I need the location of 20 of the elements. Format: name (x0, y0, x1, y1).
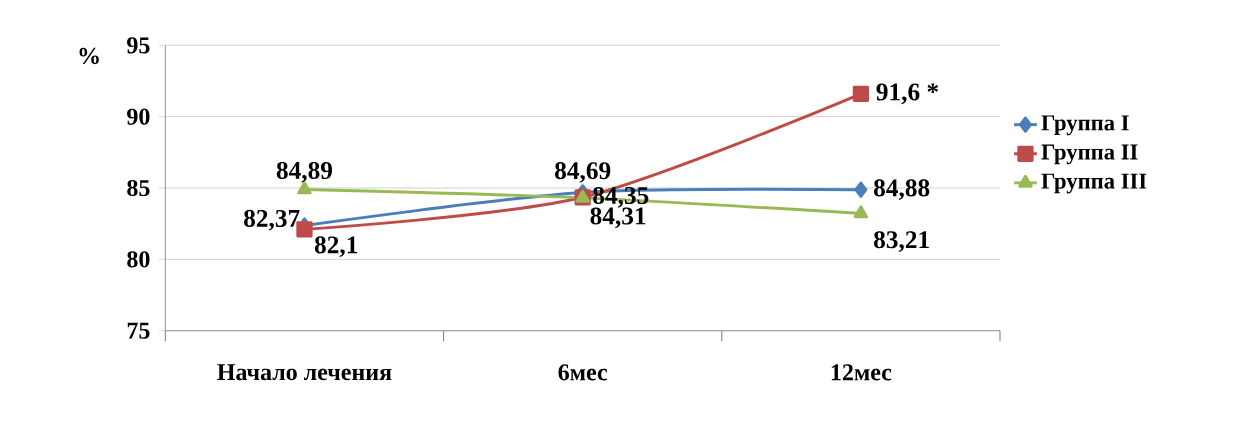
data-label: 84,89 (276, 161, 333, 183)
data-label: 84,88 (873, 179, 930, 200)
legend-label: Группа I (1041, 115, 1129, 136)
data-label: 83,21 (873, 230, 929, 252)
data-label: 84,69 (555, 161, 611, 183)
data-label: 82,37 (244, 209, 300, 231)
data-label: 82,1 (314, 236, 358, 257)
y-tick-label: 90 (127, 108, 150, 125)
data-label: 91,6 * (876, 83, 939, 105)
y-tick-label: 95 (127, 37, 150, 54)
y-tick-label: 85 (127, 179, 150, 196)
y-axis-title: % (79, 47, 99, 64)
legend-label: Группа III (1041, 173, 1147, 194)
y-tick-label: 80 (127, 251, 150, 268)
data-label: 84,31 (590, 207, 646, 229)
x-tick-label: 6мес (558, 364, 608, 381)
x-tick-label: Начало лечения (217, 364, 392, 381)
legend-label: Группа II (1041, 144, 1138, 165)
x-tick-label: 12мес (831, 364, 892, 381)
y-tick-label: 75 (127, 322, 150, 339)
